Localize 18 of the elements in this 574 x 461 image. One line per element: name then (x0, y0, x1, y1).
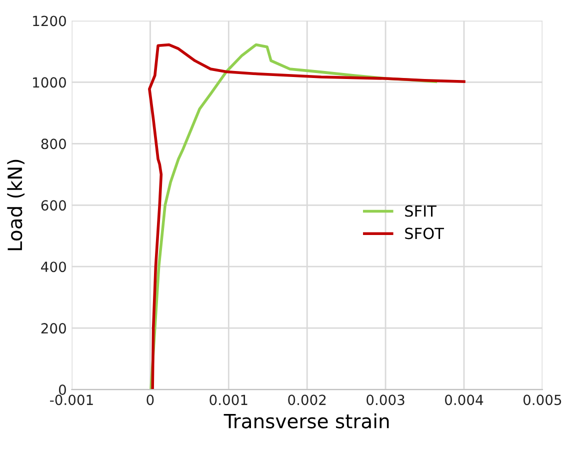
x-tick-label: 0.001 (210, 394, 248, 406)
x-tick-label: 0.004 (445, 394, 484, 406)
y-tick-label: 1000 (33, 77, 66, 88)
y-axis-title: Load (kN) (7, 160, 25, 250)
legend-label: SFIT (405, 205, 436, 217)
x-tick-label: 0.002 (288, 394, 326, 406)
x-tick-label: 0.005 (523, 394, 562, 406)
y-tick-label: 800 (41, 138, 66, 150)
x-tick-label: 0.003 (366, 394, 404, 406)
legend-label: SFOT (405, 228, 444, 240)
x-tick-label: 0 (146, 394, 154, 406)
x-tick-label: -0.001 (50, 394, 93, 406)
y-tick-label: 200 (41, 323, 66, 334)
y-tick-label: 0 (58, 384, 66, 396)
y-tick-label: 1200 (33, 16, 66, 26)
y-tick-label: 600 (41, 200, 66, 211)
x-axis-title: Transverse strain (224, 413, 389, 428)
y-tick-label: 400 (41, 262, 66, 272)
